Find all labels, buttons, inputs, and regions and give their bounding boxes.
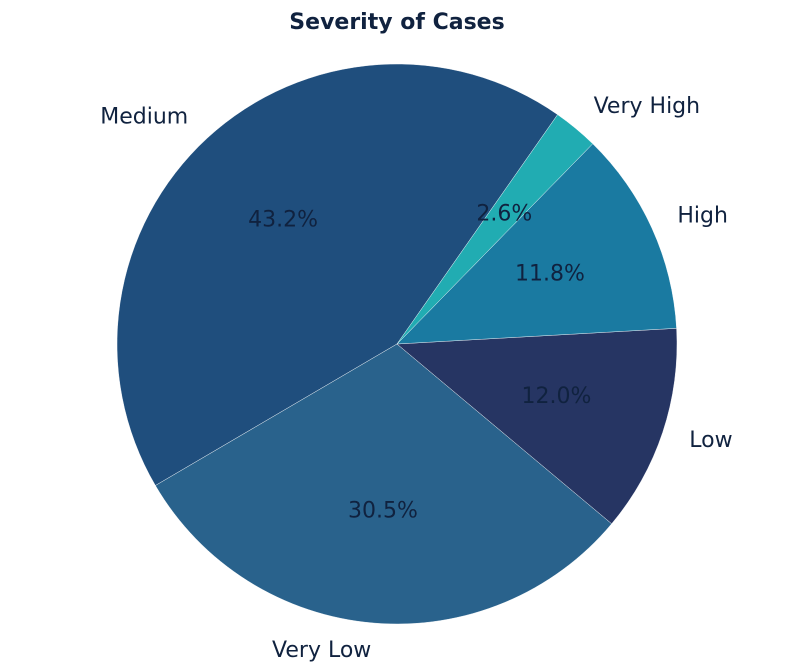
- slice-label-very-low: Very Low: [272, 638, 371, 663]
- pct-label-high: 11.8%: [515, 262, 585, 287]
- slice-label-very-high: Very High: [594, 94, 701, 119]
- pie-labels: Medium 43.2% Very Low 30.5% Low 12.0% High 11.8…: [100, 94, 732, 663]
- pct-label-very-low: 30.5%: [348, 498, 418, 523]
- pie-slice-very-low: [155, 343, 612, 625]
- pie-slice-very-high: [396, 114, 594, 345]
- pie-slice-medium: [116, 63, 558, 486]
- slice-label-medium: Medium: [100, 105, 188, 130]
- pct-label-very-high: 2.6%: [476, 202, 532, 227]
- chart-title: Severity of Cases: [289, 10, 504, 35]
- pct-label-low: 12.0%: [521, 384, 591, 409]
- pct-label-medium: 43.2%: [248, 208, 318, 233]
- slice-label-low: Low: [689, 428, 732, 453]
- pie-slices: [116, 63, 678, 625]
- slice-label-high: High: [677, 204, 728, 229]
- pie-slice-high: [396, 143, 677, 345]
- pie-slice-low: [396, 328, 678, 525]
